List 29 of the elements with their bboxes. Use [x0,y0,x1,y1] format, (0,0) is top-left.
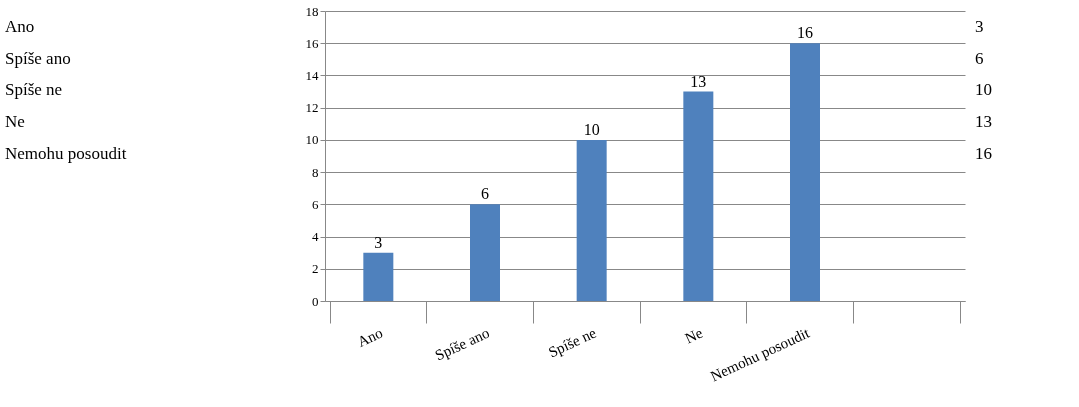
data-label: 16 [797,24,813,42]
category-label: Spíše ano [5,48,71,68]
y-tick-label: 12 [305,100,319,116]
y-tick-label: 8 [312,164,319,180]
category-label: Spíše ne [5,80,63,100]
text: 13 [975,111,992,131]
y-tick-label: 4 [312,229,319,245]
x-tick-label: Spíše ne [546,324,599,361]
y-tick-label: 6 [312,196,319,212]
data-label: 13 [690,72,707,90]
text: 16 [975,143,992,163]
y-tick-label: 18 [305,3,319,19]
category-label: Ano [5,16,35,36]
category-label: Nemohu posoudit [5,143,127,163]
y-tick-label: 16 [305,35,319,51]
data-label: 3 [374,233,383,251]
x-tick-label: Ano [354,324,386,351]
x-tick-label: Ne [682,324,706,347]
y-tick-label: 0 [312,293,319,309]
text: 3 [975,16,984,36]
y-tick-label: 10 [305,132,319,148]
y-tick-label: 14 [305,67,319,83]
category-label: Ne [5,111,25,131]
text: 6 [975,48,984,68]
data-label: 6 [481,185,489,203]
text: 10 [975,80,992,100]
y-tick-label: 2 [312,261,319,277]
data-label: 10 [583,120,600,138]
x-tick-label: Spíše ano [432,324,492,364]
